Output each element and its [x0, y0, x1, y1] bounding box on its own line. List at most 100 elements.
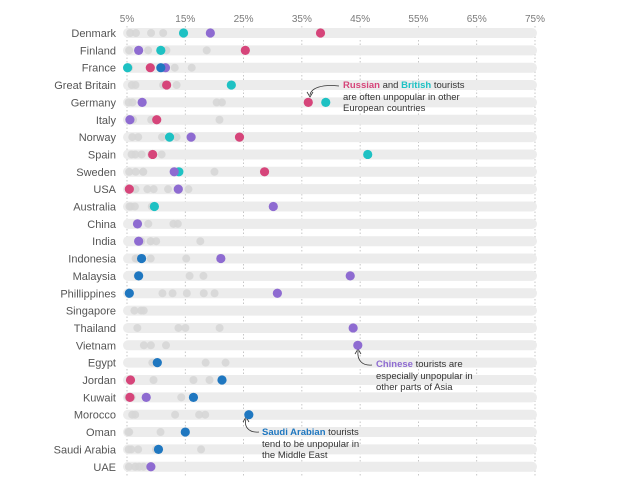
- row-band-vietnam: [123, 340, 537, 351]
- background-dot: [171, 410, 180, 419]
- dot-russian-italy: [152, 115, 162, 125]
- russian-label: Russian: [343, 80, 380, 91]
- background-dot: [202, 46, 211, 55]
- row-band-uae: [123, 461, 537, 472]
- background-dot: [196, 237, 205, 246]
- background-dot: [168, 289, 177, 298]
- country-label: Oman: [86, 427, 116, 439]
- dot-russian-sweden: [259, 167, 270, 177]
- background-dot: [164, 185, 173, 194]
- mideast-annotation-line3: the Middle East: [262, 450, 328, 461]
- background-dot: [199, 289, 208, 298]
- row-band-morocco: [123, 409, 537, 420]
- chinese-label: Chinese: [376, 359, 413, 370]
- background-dot: [172, 133, 181, 142]
- country-label: Saudi Arabia: [54, 444, 117, 456]
- dot-chinese-thailand: [348, 323, 358, 333]
- dot-russian-spain: [148, 149, 158, 160]
- dot-british-spain: [363, 149, 373, 160]
- dot-chinese-australia: [268, 201, 278, 212]
- background-dot: [195, 410, 204, 419]
- country-label: Morocco: [74, 410, 116, 422]
- background-dot: [131, 185, 140, 194]
- background-dot: [162, 341, 171, 350]
- background-dot: [182, 289, 191, 298]
- background-dot: [134, 133, 143, 142]
- dot-british-denmark: [178, 28, 189, 38]
- row-band-sweden: [123, 166, 537, 177]
- dot-chinese-uae: [146, 462, 156, 472]
- europe-annotation-line3: European countries: [343, 103, 426, 114]
- europe-annotation: Russian and British tourists are often u…: [343, 80, 493, 115]
- country-label: Egypt: [88, 358, 116, 370]
- x-tick-label: 5%: [120, 14, 135, 25]
- background-dot: [158, 289, 167, 298]
- dot-russian-kuwait: [125, 392, 135, 402]
- background-dot: [156, 428, 165, 437]
- dot-chinese-vietnam: [353, 340, 363, 350]
- row-band-malaysia: [123, 270, 537, 281]
- dot-saudi-arabian-morocco: [244, 410, 254, 420]
- background-dot: [127, 81, 136, 90]
- background-dot: [146, 341, 155, 350]
- europe-annotation-and: and: [379, 80, 402, 91]
- dot-chinese-usa: [173, 184, 183, 194]
- background-dot: [125, 46, 134, 55]
- highlight-dots: [122, 28, 373, 472]
- row-band-australia: [123, 201, 537, 212]
- background-dot: [137, 150, 146, 159]
- background-dot: [201, 358, 210, 367]
- background-dot: [169, 219, 178, 228]
- asia-annotation-line2: especially unpopular in: [376, 370, 473, 382]
- background-dot: [185, 271, 194, 280]
- country-label: UAE: [93, 462, 116, 474]
- dot-russian-finland: [240, 45, 250, 55]
- europe-annotation-rest: tourists: [431, 80, 465, 91]
- background-dot: [210, 289, 219, 298]
- dot-british-france: [122, 63, 133, 73]
- x-tick-label: 55%: [408, 14, 428, 25]
- background-dot: [217, 98, 226, 107]
- background-dot: [124, 98, 133, 107]
- country-label: Spain: [88, 149, 116, 161]
- mideast-annotation-arrow: [245, 418, 260, 433]
- annotation-connectors: [242, 85, 373, 433]
- dot-saudi-arabian-egypt: [152, 358, 162, 368]
- background-dot: [221, 358, 230, 367]
- other-nationality-dots: [124, 29, 230, 471]
- country-label: China: [87, 219, 117, 231]
- background-dot: [159, 29, 168, 37]
- background-dot: [128, 133, 137, 142]
- background-dot: [157, 150, 166, 159]
- asia-annotation: Chinese tourists are especially unpopula…: [376, 359, 496, 394]
- country-label: Australia: [73, 202, 117, 214]
- row-band-italy: [123, 114, 537, 125]
- dot-chinese-germany: [137, 97, 147, 107]
- europe-annotation-arrow: [309, 85, 340, 96]
- background-dot: [146, 237, 155, 246]
- background-dot: [124, 462, 133, 471]
- asia-annotation-arrow: [357, 350, 373, 366]
- dot-saudi-arabian-indonesia: [136, 253, 147, 264]
- dot-british-australia: [149, 201, 159, 212]
- background-dot: [131, 167, 140, 176]
- country-label: Singapore: [66, 306, 116, 318]
- dot-russian-jordan: [125, 375, 136, 385]
- country-label: Indonesia: [68, 254, 117, 266]
- row-band-norway: [123, 132, 537, 143]
- country-label: Norway: [79, 132, 117, 144]
- mideast-annotation-rest: tourists: [325, 427, 359, 438]
- row-band-kuwait: [123, 392, 537, 403]
- background-dot: [152, 237, 161, 246]
- background-dot: [181, 323, 190, 332]
- dot-chinese-finland: [134, 45, 144, 55]
- background-dot: [144, 46, 153, 55]
- x-tick-label: 25%: [234, 14, 254, 25]
- dot-saudi-arabian-saudi-arabia: [153, 444, 164, 454]
- country-label: India: [92, 236, 117, 248]
- background-dot: [197, 445, 206, 454]
- dot-chinese-india: [134, 236, 144, 246]
- x-tick-label: 35%: [292, 14, 312, 25]
- background-dot: [143, 185, 152, 194]
